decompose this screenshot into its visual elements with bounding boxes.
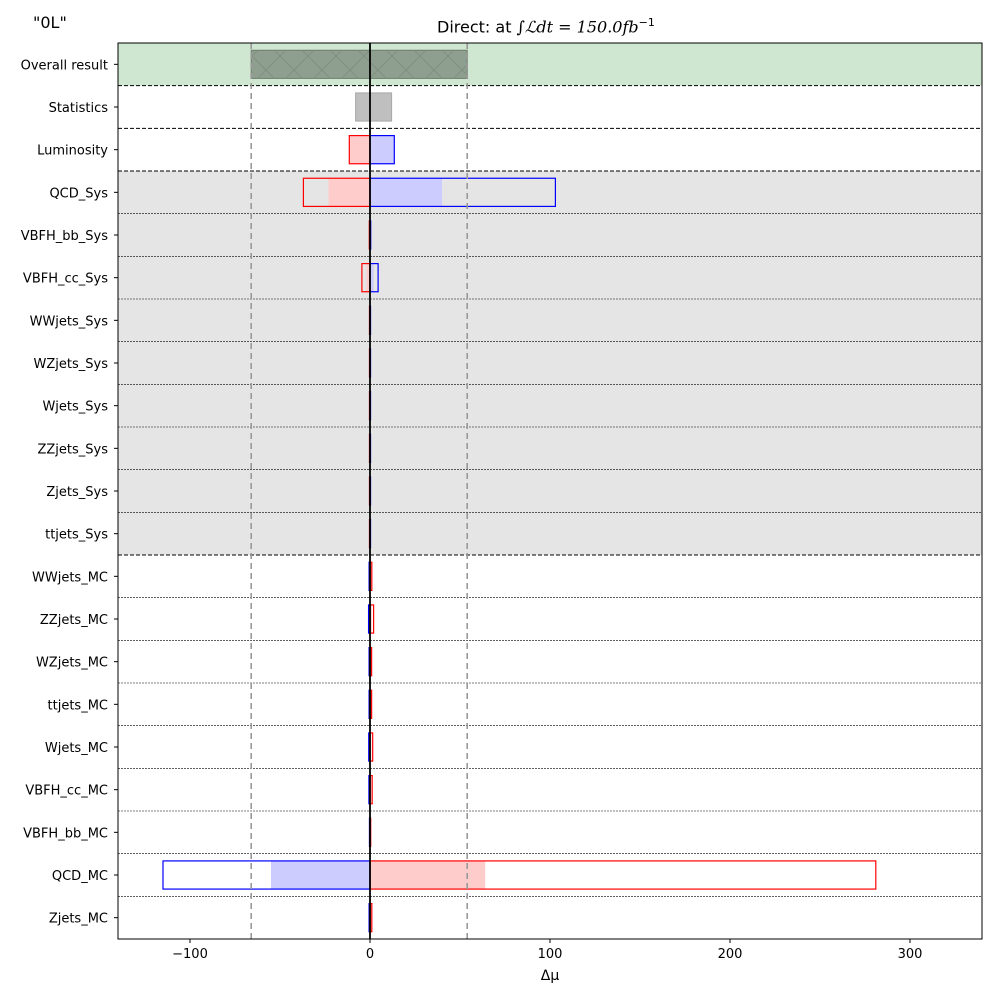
x-tick-label: 200	[718, 947, 743, 962]
x-tick-label: −100	[172, 947, 208, 962]
chart-title-math: ∫ℒdt = 150.0fb	[516, 17, 639, 37]
y-label-qcd-mc: QCD_MC	[52, 869, 108, 884]
overall-result-hatch	[251, 50, 468, 79]
y-label-statistics: Statistics	[49, 101, 109, 116]
y-label-zjets-mc: Zjets_MC	[49, 912, 108, 927]
y-label-vbfh-bb-sys: VBFH_bb_Sys	[21, 229, 109, 244]
luminosity-neg-fill	[349, 135, 370, 164]
corner-label: "0L"	[33, 13, 67, 32]
y-label-zzjets-mc: ZZjets_MC	[40, 613, 108, 628]
y-label-vbfh-bb-mc: VBFH_bb_MC	[23, 826, 108, 841]
vbfh-cc-sys-neg-fill	[366, 263, 370, 292]
y-label-wzjets-sys: WZjets_Sys	[34, 357, 109, 372]
qcd-sys-pos-fill	[370, 178, 442, 207]
chart-title: Direct: at ∫ℒdt = 150.0fb−1	[437, 16, 655, 36]
x-tick-label: 0	[366, 947, 374, 962]
y-label-wjets-mc: Wjets_MC	[45, 741, 108, 756]
x-axis-label: Δμ	[541, 968, 560, 984]
y-label-qcd-sys: QCD_Sys	[49, 186, 108, 201]
y-label-zjets-sys: Zjets_Sys	[46, 485, 108, 500]
y-label-wjets-sys: Wjets_Sys	[42, 400, 108, 415]
y-label-wwjets-sys: WWjets_Sys	[30, 314, 109, 329]
luminosity-pos-fill	[370, 135, 395, 164]
overall-band	[118, 43, 982, 86]
y-label-vbfh-cc-sys: VBFH_cc_Sys	[23, 272, 108, 287]
qcd-mc-neg-fill	[271, 860, 370, 890]
y-label-wwjets-mc: WWjets_MC	[32, 570, 108, 585]
statistics-box	[355, 92, 393, 122]
y-label-vbfh-cc-mc: VBFH_cc_MC	[25, 784, 108, 799]
systematics-band	[118, 171, 982, 555]
chart-title-prefix: Direct: at	[437, 17, 517, 37]
y-label-wzjets-mc: WZjets_MC	[36, 656, 108, 671]
vbfh-cc-sys-pos-fill	[370, 263, 374, 292]
y-label-ttjets-mc: ttjets_MC	[48, 698, 108, 713]
y-label-zzjets-sys: ZZjets_Sys	[37, 442, 108, 457]
y-label-ttjets-sys: ttjets_Sys	[45, 528, 108, 543]
qcd-mc-pos-fill	[370, 860, 486, 890]
y-label-overall-result: Overall result	[21, 58, 108, 73]
qcd-sys-neg-fill	[328, 178, 370, 207]
chart-title-exponent: −1	[638, 16, 655, 29]
x-tick-label: 100	[538, 947, 563, 962]
x-tick-label: 300	[898, 947, 923, 962]
y-label-luminosity: Luminosity	[37, 144, 108, 159]
